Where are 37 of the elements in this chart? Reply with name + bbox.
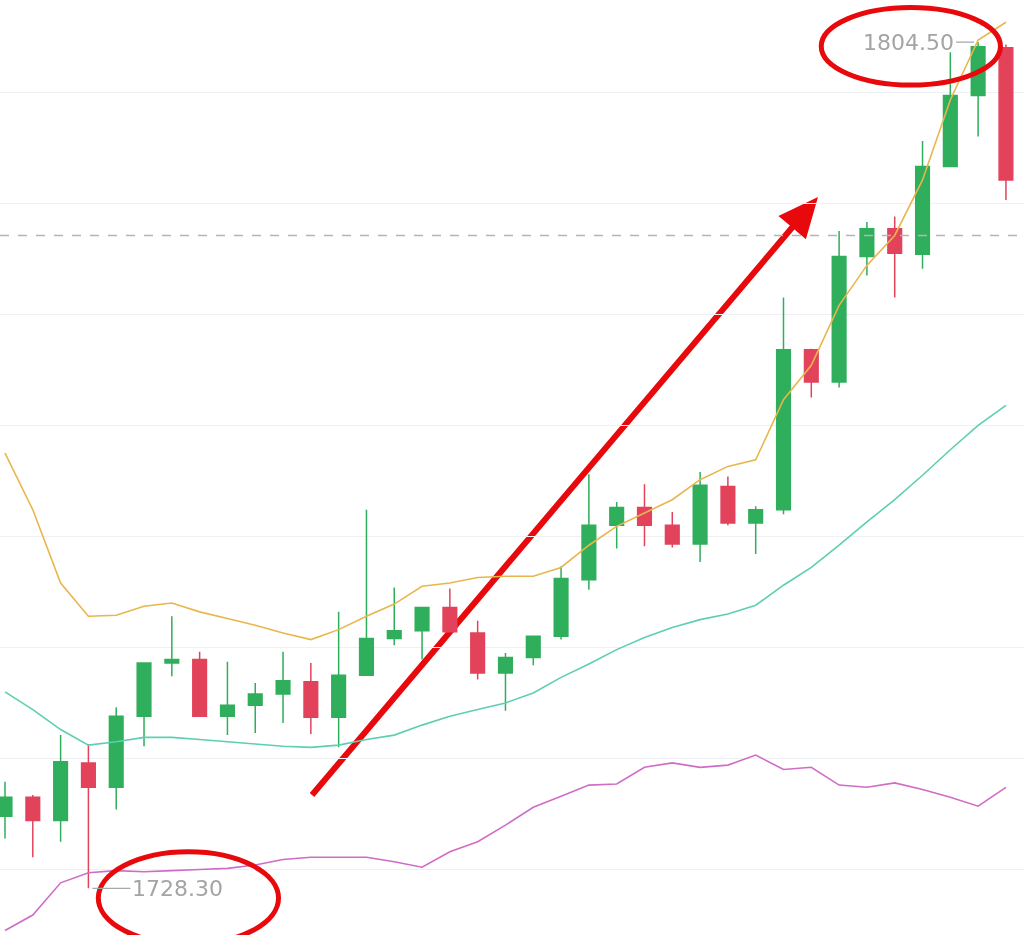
candlestick	[331, 611, 347, 749]
candlestick	[414, 606, 430, 661]
candlestick	[80, 743, 96, 890]
candlestick	[275, 651, 291, 724]
candlestick	[831, 230, 847, 389]
candlestick	[525, 635, 541, 666]
annotation: 1804.50	[863, 30, 954, 55]
candlestick	[386, 586, 402, 646]
candlestick	[136, 662, 152, 747]
candlestick	[108, 706, 124, 811]
candlestick	[914, 140, 931, 270]
candlestick	[775, 296, 792, 515]
candlestick	[942, 51, 958, 168]
candlestick	[497, 652, 514, 712]
candlestick	[887, 215, 903, 299]
candlestick	[664, 511, 680, 549]
candlestick	[748, 505, 764, 555]
candlestick	[303, 662, 319, 735]
candlestick	[803, 347, 819, 399]
candlestick	[720, 475, 736, 526]
candlestick	[470, 619, 486, 681]
candlestick	[636, 483, 653, 548]
candlestick	[219, 661, 235, 736]
candlestick	[581, 473, 597, 591]
candlestick	[247, 682, 263, 734]
candlestick	[609, 501, 625, 550]
candlestick	[553, 565, 569, 641]
annotation: 1728.30	[132, 876, 223, 901]
candlestick	[192, 651, 208, 717]
candlestick	[998, 43, 1014, 201]
candlestick	[25, 794, 41, 859]
candlestick	[442, 587, 458, 633]
candlestick	[53, 734, 69, 843]
candlestick	[358, 508, 375, 676]
candlestick	[164, 615, 180, 678]
candlestick	[859, 221, 875, 277]
candlestick	[692, 471, 708, 563]
